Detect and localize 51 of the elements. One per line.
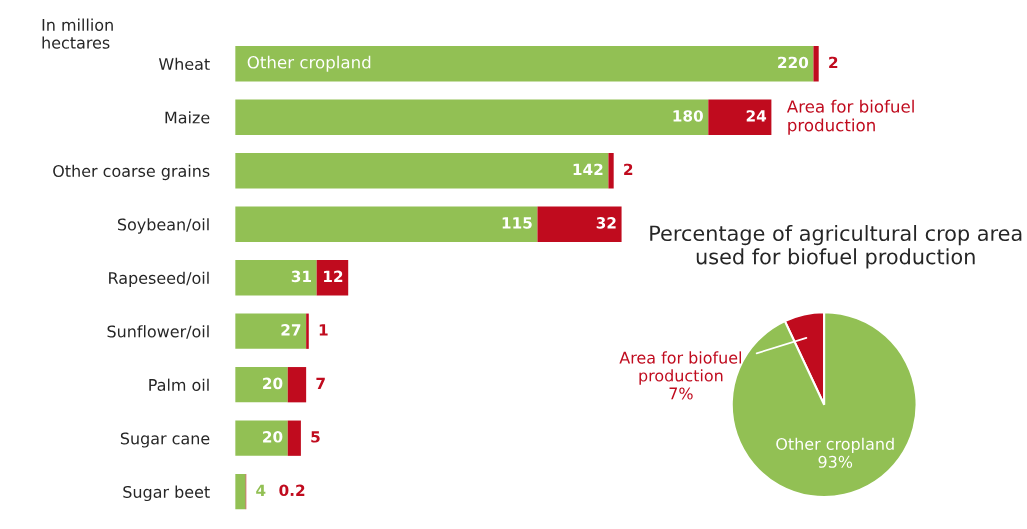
bar bbox=[235, 367, 288, 403]
data-label: 1 bbox=[319, 324, 328, 336]
data-label: 220 bbox=[778, 56, 809, 69]
bar bbox=[306, 313, 309, 349]
data-label: 7 bbox=[316, 377, 325, 389]
data-label: 2 bbox=[624, 163, 633, 175]
data-label: 7% bbox=[669, 387, 693, 400]
slice-label: Other cropland bbox=[776, 437, 894, 454]
data-label: 2 bbox=[829, 56, 838, 68]
bar bbox=[537, 206, 622, 242]
data-label: 4 bbox=[256, 484, 266, 496]
bar bbox=[708, 99, 772, 135]
y-tick-label: Wheat bbox=[158, 57, 210, 71]
data-label: 32 bbox=[596, 217, 616, 229]
bar bbox=[287, 420, 301, 456]
data-label: 24 bbox=[746, 110, 767, 122]
bar bbox=[287, 367, 307, 403]
data-label: 27 bbox=[281, 324, 301, 336]
bar bbox=[235, 46, 814, 82]
text: In million hectares bbox=[42, 18, 113, 49]
data-label: 20 bbox=[263, 431, 283, 443]
data-label: 5 bbox=[311, 431, 320, 443]
bar bbox=[235, 153, 609, 189]
slice-label: Area for biofuel production bbox=[619, 351, 742, 385]
data-label: 142 bbox=[573, 163, 603, 175]
data-label: 180 bbox=[673, 110, 703, 122]
data-label: 93% bbox=[818, 455, 853, 468]
bar bbox=[235, 260, 317, 296]
y-tick-label: Soybean/oil bbox=[117, 218, 209, 234]
y-tick-label: Sugar cane bbox=[120, 432, 210, 448]
bar bbox=[235, 206, 538, 242]
series-label: Other cropland bbox=[247, 55, 371, 72]
data-label: 20 bbox=[263, 377, 283, 390]
chart-title: Percentage of agricultural crop area used for biofuel production bbox=[650, 224, 1022, 269]
y-tick-label: Maize bbox=[165, 111, 210, 124]
bar bbox=[813, 46, 819, 82]
bar bbox=[235, 99, 709, 135]
bar bbox=[608, 153, 614, 189]
y-tick-label: Sugar beet bbox=[123, 485, 210, 502]
data-label: 115 bbox=[502, 217, 532, 229]
y-tick-label: Other coarse grains bbox=[53, 164, 210, 181]
data-label: 0.2 bbox=[279, 484, 305, 497]
data-label: 31 bbox=[291, 270, 311, 283]
bar bbox=[235, 474, 246, 510]
y-tick-label: Sunflower/oil bbox=[107, 325, 209, 339]
y-tick-label: Rapeseed/oil bbox=[109, 271, 209, 288]
y-tick-label: Palm oil bbox=[149, 378, 209, 391]
data-label: 12 bbox=[324, 270, 343, 282]
bar bbox=[235, 420, 288, 456]
bar bbox=[235, 313, 307, 349]
series-label: Area for biofuel production bbox=[786, 99, 914, 135]
